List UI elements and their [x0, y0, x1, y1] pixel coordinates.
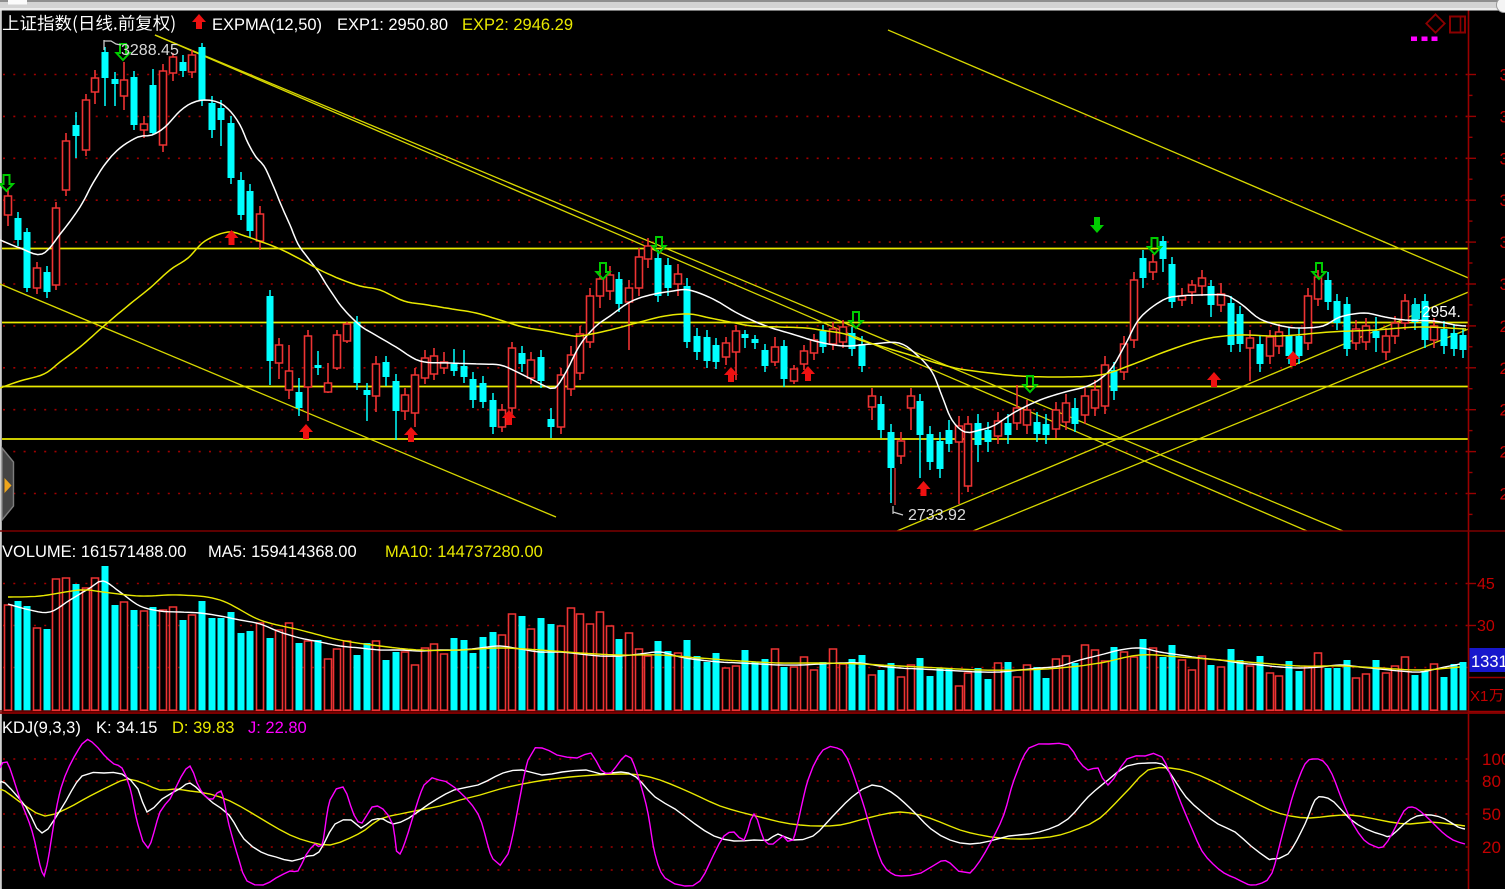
- svg-text:3: 3: [1500, 191, 1505, 210]
- svg-text:K: 34.15: K: 34.15: [96, 719, 157, 737]
- svg-text:45: 45: [1477, 576, 1495, 593]
- svg-text:3: 3: [1500, 149, 1505, 168]
- svg-text:3: 3: [1500, 275, 1505, 294]
- svg-text:KDJ(9,3,3): KDJ(9,3,3): [2, 719, 81, 737]
- svg-text:80: 80: [1482, 772, 1501, 791]
- svg-text:2954.: 2954.: [1422, 304, 1461, 321]
- svg-text:3: 3: [1500, 66, 1505, 85]
- svg-text:100: 100: [1482, 750, 1505, 769]
- svg-text:2733.92: 2733.92: [908, 507, 966, 524]
- svg-text:2: 2: [1500, 485, 1505, 504]
- svg-text:3: 3: [1500, 233, 1505, 252]
- svg-text:EXP2: 2946.29: EXP2: 2946.29: [462, 16, 573, 34]
- svg-text:2: 2: [1500, 443, 1505, 462]
- svg-text:1331: 1331: [1471, 653, 1505, 671]
- svg-text:50: 50: [1482, 805, 1501, 824]
- svg-text:X1: X1: [1470, 688, 1488, 705]
- svg-text:J: 22.80: J: 22.80: [248, 719, 307, 737]
- svg-text:3288.45: 3288.45: [121, 42, 179, 59]
- svg-text:30: 30: [1477, 618, 1495, 635]
- svg-text:EXP1: 2950.80: EXP1: 2950.80: [337, 16, 448, 34]
- svg-text:D: 39.83: D: 39.83: [172, 719, 234, 737]
- svg-text:VOLUME: 161571488.00: VOLUME: 161571488.00: [2, 543, 186, 561]
- svg-text:2: 2: [1500, 359, 1505, 378]
- svg-text:3: 3: [1500, 107, 1505, 126]
- svg-text:MA10: 144737280.00: MA10: 144737280.00: [385, 543, 543, 561]
- svg-text:2: 2: [1500, 401, 1505, 420]
- svg-text:EXPMA(12,50): EXPMA(12,50): [212, 16, 322, 34]
- svg-text:20: 20: [1482, 838, 1501, 857]
- svg-text:MA5: 159414368.00: MA5: 159414368.00: [208, 543, 357, 561]
- svg-text:2: 2: [1500, 317, 1505, 336]
